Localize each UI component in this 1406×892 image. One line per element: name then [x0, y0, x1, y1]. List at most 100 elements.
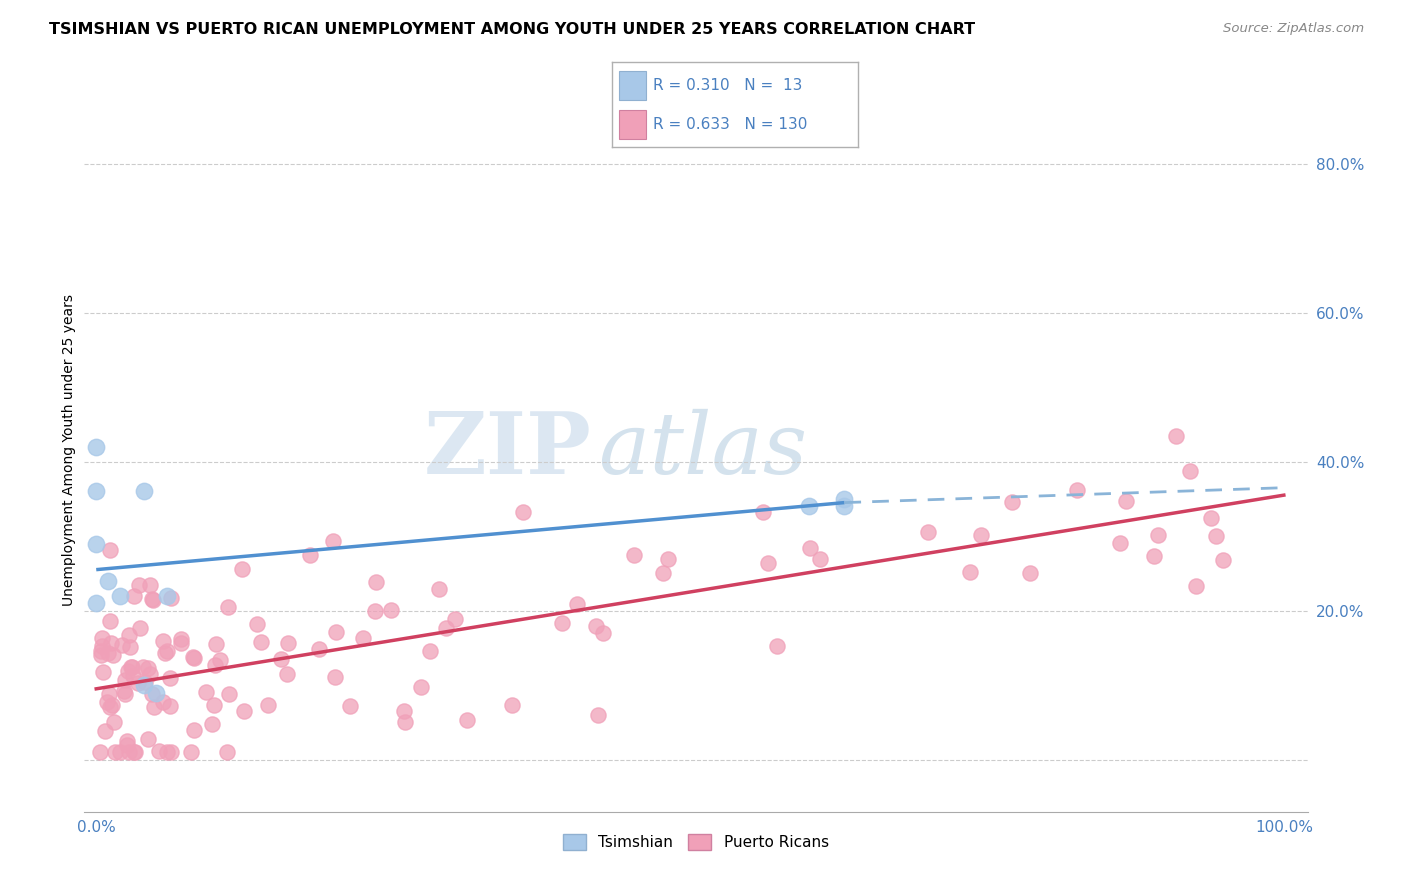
Point	[501, 698, 523, 712]
Point	[115, 739, 138, 753]
Point	[138, 732, 160, 747]
Point	[100, 636, 122, 650]
Point	[1185, 579, 1208, 593]
Point	[91, 631, 114, 645]
Point	[444, 612, 467, 626]
Point	[114, 673, 136, 688]
Point	[1146, 528, 1168, 542]
Point	[114, 687, 136, 701]
Point	[364, 574, 387, 589]
Point	[246, 617, 269, 632]
Point	[1143, 549, 1166, 563]
Point	[91, 665, 114, 679]
Point	[585, 619, 607, 633]
Point	[128, 578, 150, 592]
Point	[277, 635, 299, 649]
Point	[141, 686, 163, 700]
Point	[159, 699, 181, 714]
Point	[94, 723, 117, 738]
Point	[169, 632, 191, 647]
Point	[276, 666, 298, 681]
Point	[118, 640, 141, 654]
Point	[1212, 553, 1234, 567]
Point	[100, 699, 122, 714]
Text: R = 0.310   N =  13: R = 0.310 N = 13	[654, 78, 803, 93]
Point	[181, 650, 204, 665]
Point	[352, 632, 374, 646]
Point	[427, 582, 450, 596]
Point	[808, 552, 831, 566]
Bar	[619, 71, 647, 100]
Y-axis label: Unemployment Among Youth under 25 years: Unemployment Among Youth under 25 years	[62, 294, 76, 607]
Point	[134, 675, 156, 690]
Point	[204, 637, 226, 651]
Point	[270, 652, 292, 666]
Point	[299, 548, 322, 562]
Point	[834, 491, 856, 506]
Point	[917, 524, 939, 539]
Point	[215, 745, 238, 759]
Point	[249, 635, 271, 649]
Point	[231, 562, 253, 576]
Point	[419, 644, 441, 658]
Point	[218, 687, 240, 701]
Point	[103, 714, 125, 729]
Point	[380, 602, 402, 616]
Point	[232, 704, 254, 718]
Point	[97, 574, 120, 588]
Point	[127, 676, 149, 690]
Point	[588, 708, 610, 723]
Point	[98, 543, 121, 558]
Point	[752, 505, 775, 519]
Point	[96, 646, 118, 660]
Point	[118, 628, 141, 642]
Point	[183, 723, 205, 738]
Point	[108, 589, 131, 603]
Point	[1164, 428, 1187, 442]
Point	[89, 745, 111, 759]
Point	[148, 744, 170, 758]
Point	[180, 745, 202, 759]
Point	[100, 615, 122, 629]
Point	[96, 695, 118, 709]
Point	[139, 578, 162, 592]
Point	[156, 644, 179, 658]
Text: atlas: atlas	[598, 409, 807, 491]
Point	[101, 698, 124, 712]
Point	[115, 734, 138, 748]
Point	[170, 636, 193, 650]
Point	[160, 591, 183, 605]
Point	[756, 556, 779, 570]
Point	[139, 667, 162, 681]
Point	[152, 634, 174, 648]
Point	[322, 533, 344, 548]
Point	[159, 671, 181, 685]
Point	[156, 589, 179, 603]
Text: Source: ZipAtlas.com: Source: ZipAtlas.com	[1223, 22, 1364, 36]
Point	[409, 680, 432, 694]
Point	[202, 698, 225, 712]
Point	[194, 685, 217, 699]
Point	[156, 745, 179, 759]
Point	[1205, 528, 1227, 542]
Point	[98, 687, 121, 701]
Point	[1199, 511, 1222, 525]
Point	[308, 642, 330, 657]
Point	[565, 598, 588, 612]
Point	[797, 500, 820, 514]
Point	[1001, 495, 1024, 509]
Point	[142, 700, 165, 714]
Point	[160, 745, 183, 759]
Text: TSIMSHIAN VS PUERTO RICAN UNEMPLOYMENT AMONG YOUTH UNDER 25 YEARS CORRELATION CH: TSIMSHIAN VS PUERTO RICAN UNEMPLOYMENT A…	[49, 22, 976, 37]
Point	[103, 648, 125, 662]
Point	[394, 715, 416, 730]
Point	[122, 589, 145, 603]
Point	[142, 593, 165, 607]
Point	[153, 646, 176, 660]
Point	[1108, 536, 1130, 550]
Point	[209, 653, 232, 667]
Point	[152, 695, 174, 709]
Point	[122, 745, 145, 759]
Point	[970, 528, 993, 542]
Point	[84, 596, 107, 610]
